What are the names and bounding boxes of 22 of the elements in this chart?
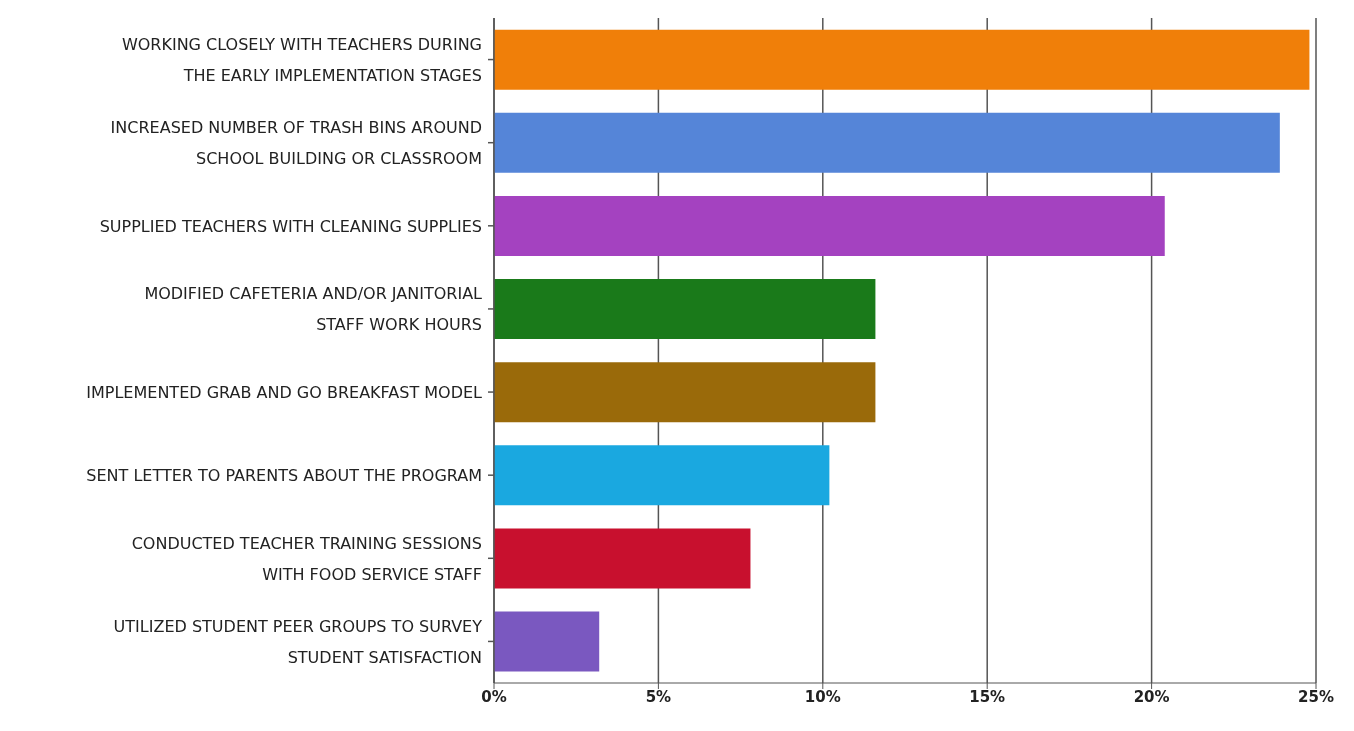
x-tick-label: 10% <box>804 687 841 706</box>
x-tick-label: 0% <box>481 687 507 706</box>
x-tick-label: 25% <box>1298 687 1334 706</box>
bar <box>494 29 1310 90</box>
y-tick-label: CONDUCTED TEACHER TRAINING SESSIONS WITH FOOD SERVICE STAFF <box>131 533 482 584</box>
bar <box>494 362 876 423</box>
bar <box>494 195 1165 256</box>
x-tick-label: 20% <box>1133 687 1170 706</box>
bar <box>494 279 876 340</box>
bar <box>494 112 1280 173</box>
x-tick-label: 5% <box>645 687 672 706</box>
bar <box>494 611 600 672</box>
y-tick-label: INCREASED NUMBER OF TRASH BINS AROUND SCHOOL BUILDING OR CLASSROOM <box>110 117 482 168</box>
bar <box>494 528 751 589</box>
y-tick-label: SENT LETTER TO PARENTS ABOUT THE PROGRAM <box>86 465 482 485</box>
y-tick-label: IMPLEMENTED GRAB AND GO BREAKFAST MODEL <box>86 382 483 402</box>
y-tick-label: SUPPLIED TEACHERS WITH CLEANING SUPPLIES <box>99 216 482 236</box>
y-tick-label: MODIFIED CAFETERIA AND/OR JANITORIAL STAFF WORK HOURS <box>144 283 483 334</box>
x-tick-label: 15% <box>969 687 1006 706</box>
y-tick-label: UTILIZED STUDENT PEER GROUPS TO SURVEY STUDENT SATISFACTION <box>113 616 483 667</box>
y-tick-label: WORKING CLOSELY WITH TEACHERS DURING THE EARLY IMPLEMENTATION STAGES <box>121 34 482 85</box>
bar <box>494 445 830 506</box>
